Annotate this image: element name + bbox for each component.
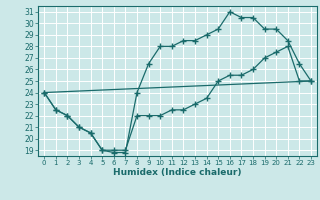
X-axis label: Humidex (Indice chaleur): Humidex (Indice chaleur): [113, 168, 242, 177]
